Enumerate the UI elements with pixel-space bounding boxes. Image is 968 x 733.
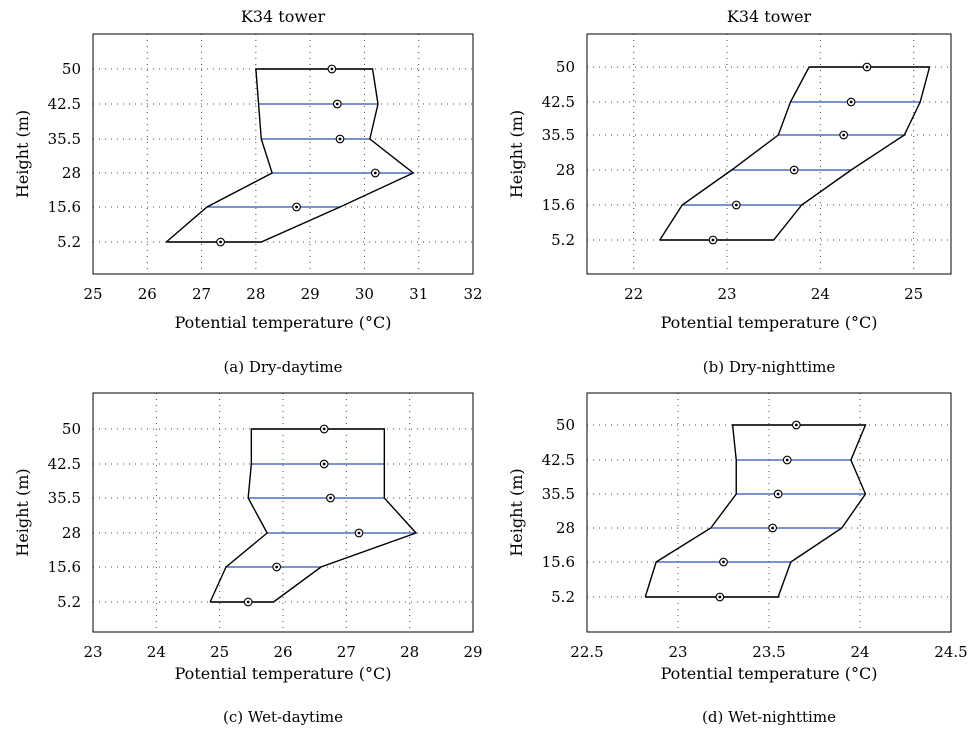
mean-marker-dot <box>771 526 775 530</box>
x-tick-label: 23 <box>668 643 687 661</box>
mean-marker-dot <box>711 238 715 242</box>
mean-marker-dot <box>322 462 326 466</box>
panel-title: K34 tower <box>241 7 326 26</box>
x-tick-label: 23 <box>717 285 736 303</box>
x-tick-label: 25 <box>83 285 102 303</box>
plot-frame <box>586 392 952 633</box>
y-tick-label: 42.5 <box>542 451 575 469</box>
mean-marker-dot <box>335 102 339 106</box>
y-tick-label: 42.5 <box>48 95 81 113</box>
x-tick-label: 28 <box>246 285 265 303</box>
x-axis-label: Potential temperature (°C) <box>661 664 878 683</box>
y-tick-label: 15.6 <box>48 198 81 216</box>
y-axis-label: Height (m) <box>507 110 526 198</box>
x-axis-label: Potential temperature (°C) <box>175 664 392 683</box>
mean-marker-dot <box>722 560 725 564</box>
y-tick-label: 42.5 <box>542 93 575 111</box>
mean-marker-dot <box>718 595 722 599</box>
y-axis-label: Height (m) <box>507 468 526 556</box>
x-axis-label: Potential temperature (°C) <box>175 313 392 332</box>
mean-marker-dot <box>792 168 796 172</box>
envelope-line <box>659 66 931 241</box>
x-tick-label: 22 <box>624 285 643 303</box>
envelope-line <box>209 428 418 603</box>
y-tick-label: 28 <box>62 524 81 542</box>
x-tick-label: 26 <box>138 285 157 303</box>
plot-frame <box>586 33 952 275</box>
mean-marker-dot <box>776 492 780 496</box>
x-tick-label: 24.5 <box>934 643 967 661</box>
mean-marker-dot <box>219 240 222 244</box>
mean-marker-dot <box>330 67 334 71</box>
x-tick-label: 27 <box>337 643 356 661</box>
panel-a: 25 26 27 28 29 30 31 32 5.2 15.6 28 35.5 42.5 50 Poten… <box>13 7 483 376</box>
y-tick-label: 50 <box>62 60 81 78</box>
x-tick-label: 24 <box>811 285 830 303</box>
plot-frame <box>92 33 474 275</box>
x-tick-label: 30 <box>355 285 374 303</box>
panel-caption: (a) Dry-daytime <box>223 358 342 376</box>
mean-marker-dot <box>842 133 846 137</box>
y-axis-label: Height (m) <box>13 110 32 198</box>
panel-caption: (d) Wet-nighttime <box>702 708 836 726</box>
panel-b: 22 23 24 25 5.2 15.6 28 35.5 42.5 50 Potential tem… <box>507 7 952 376</box>
y-tick-label: 28 <box>556 161 575 179</box>
y-tick-label: 28 <box>62 164 81 182</box>
mean-marker-dot <box>329 496 332 500</box>
panel-c: 23 24 25 26 27 28 29 5.2 15.6 28 35.5 42.5 50 Potenti… <box>13 392 483 726</box>
mean-marker-dot <box>794 423 798 427</box>
x-tick-label: 22.5 <box>570 643 603 661</box>
y-tick-label: 35.5 <box>48 130 81 148</box>
mean-marker-dot <box>734 203 738 207</box>
envelope-line <box>165 68 415 243</box>
x-tick-label: 28 <box>400 643 419 661</box>
y-tick-label: 28 <box>556 519 575 537</box>
mean-marker-dot <box>295 205 298 209</box>
x-tick-label: 23.5 <box>752 643 785 661</box>
y-tick-label: 5.2 <box>551 588 575 606</box>
x-tick-label: 29 <box>463 643 482 661</box>
y-tick-label: 5.2 <box>57 233 81 251</box>
x-tick-label: 25 <box>904 285 923 303</box>
mean-marker-dot <box>849 100 853 104</box>
y-tick-label: 5.2 <box>57 593 81 611</box>
x-tick-label: 23 <box>83 643 102 661</box>
plot-frame <box>92 392 474 633</box>
mean-marker-dot <box>338 137 342 141</box>
y-tick-label: 42.5 <box>48 455 81 473</box>
y-tick-label: 50 <box>556 416 575 434</box>
y-tick-label: 15.6 <box>48 558 81 576</box>
y-tick-label: 35.5 <box>542 485 575 503</box>
y-tick-label: 15.6 <box>542 553 575 571</box>
x-axis-label: Potential temperature (°C) <box>661 313 878 332</box>
y-tick-label: 50 <box>62 420 81 438</box>
x-tick-label: 25 <box>210 643 229 661</box>
mean-marker-dot <box>246 600 250 604</box>
mean-marker-dot <box>785 458 789 462</box>
x-tick-label: 29 <box>301 285 320 303</box>
mean-marker-dot <box>357 531 361 535</box>
x-tick-label: 31 <box>409 285 428 303</box>
y-tick-label: 35.5 <box>48 489 81 507</box>
x-tick-label: 26 <box>273 643 292 661</box>
y-tick-label: 15.6 <box>542 196 575 214</box>
panel-caption: (b) Dry-nighttime <box>703 358 836 376</box>
mean-marker-dot <box>322 427 326 431</box>
y-tick-label: 5.2 <box>551 231 575 249</box>
panel-caption: (c) Wet-daytime <box>223 708 343 726</box>
y-tick-label: 50 <box>556 58 575 76</box>
panel-title: K34 tower <box>727 7 812 26</box>
x-tick-label: 32 <box>463 285 482 303</box>
panel-d: 22.5 23 23.5 24 24.5 5.2 15.6 28 35.5 42.5 50 Poten… <box>507 392 968 726</box>
mean-marker-dot <box>275 565 279 569</box>
mean-marker-dot <box>865 65 869 69</box>
x-tick-label: 24 <box>850 643 869 661</box>
x-tick-label: 27 <box>192 285 211 303</box>
y-tick-label: 35.5 <box>542 126 575 144</box>
envelope-line <box>644 424 867 598</box>
x-tick-label: 24 <box>147 643 166 661</box>
y-axis-label: Height (m) <box>13 468 32 556</box>
mean-marker-dot <box>373 171 377 175</box>
